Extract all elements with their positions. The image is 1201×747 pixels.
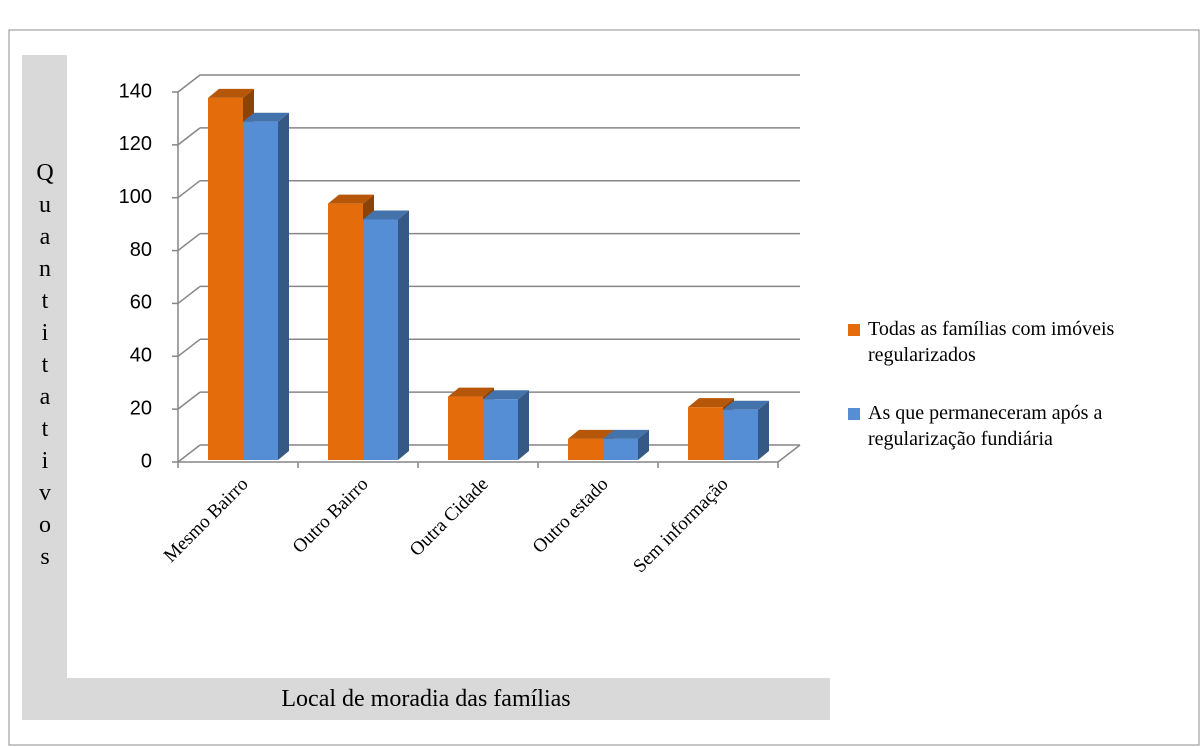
bar — [243, 121, 278, 460]
bar-top — [483, 390, 529, 400]
bar-side — [518, 390, 529, 460]
legend-label: Todas as famílias com imóveis regulariza… — [868, 318, 1115, 366]
bar — [208, 97, 243, 460]
y-tick-label: 100 — [119, 186, 152, 208]
bar — [568, 438, 603, 460]
legend-label: As que permaneceram após a regularização… — [868, 402, 1103, 450]
legend-swatch — [848, 324, 860, 336]
bar — [363, 219, 398, 460]
y-tick-label: 60 — [130, 292, 152, 314]
grid-line-side — [177, 180, 201, 199]
bar-top — [363, 210, 409, 220]
legend-entry: Todas as famílias com imóveis regulariza… — [848, 316, 1118, 368]
bar-top — [688, 398, 734, 408]
y-tick-label: 120 — [119, 133, 152, 155]
bar-top — [448, 387, 494, 397]
y-tick-label: 0 — [141, 450, 152, 472]
grid-line-side — [177, 391, 201, 410]
grid-line-side — [177, 127, 201, 146]
grid-line-side — [177, 338, 201, 357]
x-axis-label: Local de moradia das famílias — [22, 678, 830, 720]
bar — [328, 203, 363, 460]
y-tick-label: 20 — [130, 397, 152, 419]
bar-top — [328, 194, 374, 204]
y-axis-label-text: Quantitativos — [32, 160, 58, 576]
bar-side — [638, 429, 649, 460]
y-axis-label: Quantitativos — [22, 55, 67, 678]
bar-side — [278, 112, 289, 460]
floor-right — [777, 444, 801, 463]
bar-side — [758, 400, 769, 460]
bar — [603, 438, 638, 460]
bar — [723, 409, 758, 460]
grid-line-side — [177, 285, 201, 305]
grid-line-side — [177, 444, 201, 463]
bar — [483, 399, 518, 460]
bar-side — [398, 210, 409, 460]
y-tick-label: 80 — [130, 239, 152, 261]
legend-swatch — [848, 408, 860, 420]
legend-entry: As que permaneceram após a regularização… — [848, 400, 1193, 452]
chart-frame — [8, 29, 1200, 746]
bar — [688, 407, 723, 460]
bar — [448, 396, 483, 460]
bar-top — [243, 112, 289, 122]
bar-top — [723, 400, 769, 410]
grid-line-side — [177, 232, 201, 252]
y-tick-label: 40 — [130, 345, 152, 367]
grid-line-side — [177, 74, 201, 93]
bar-top — [568, 429, 614, 439]
bar-top — [208, 88, 254, 98]
y-tick-label: 140 — [119, 80, 152, 102]
bar-top — [603, 429, 649, 439]
